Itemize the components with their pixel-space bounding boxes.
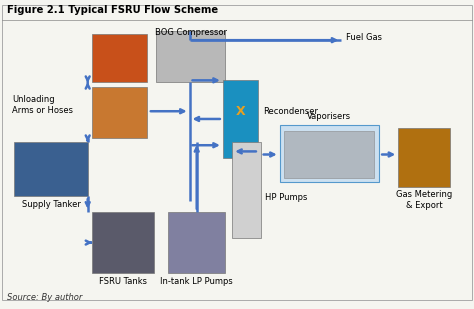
Bar	[168, 212, 225, 273]
Bar	[398, 128, 450, 187]
Bar	[92, 212, 154, 273]
Bar	[284, 131, 374, 178]
Bar	[223, 80, 258, 158]
Bar	[92, 87, 147, 138]
Text: Source: By author: Source: By author	[7, 293, 82, 302]
Text: Vaporisers: Vaporisers	[307, 112, 352, 121]
Text: BOG Compressor: BOG Compressor	[155, 28, 227, 37]
Text: Unloading
Arms or Hoses: Unloading Arms or Hoses	[12, 95, 73, 115]
Text: Recondenser: Recondenser	[263, 107, 318, 116]
Text: FSRU Tanks: FSRU Tanks	[99, 277, 147, 286]
Bar	[156, 31, 225, 82]
Text: Supply Tanker: Supply Tanker	[22, 200, 81, 209]
Bar	[92, 34, 147, 82]
Text: Fuel Gas: Fuel Gas	[346, 32, 382, 42]
Text: X: X	[236, 105, 246, 118]
Text: Gas Metering
& Export: Gas Metering & Export	[396, 190, 452, 210]
Bar	[232, 142, 261, 238]
Text: Figure 2.1 Typical FSRU Flow Scheme: Figure 2.1 Typical FSRU Flow Scheme	[7, 5, 218, 15]
Bar	[280, 125, 379, 182]
Text: In-tank LP Pumps: In-tank LP Pumps	[160, 277, 233, 286]
Bar	[14, 142, 88, 196]
Text: HP Pumps: HP Pumps	[265, 193, 308, 202]
